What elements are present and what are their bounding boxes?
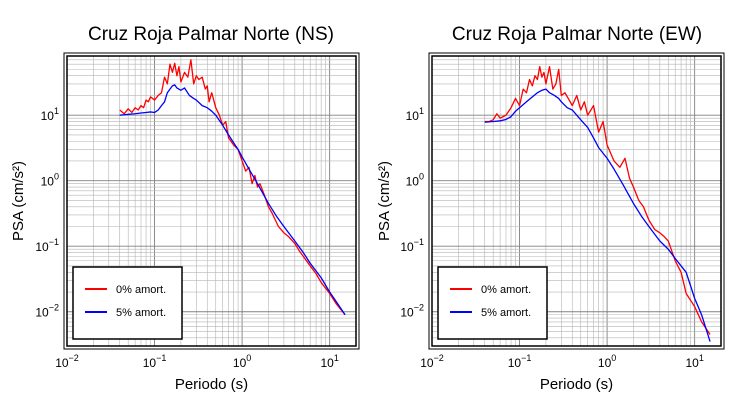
legend-box bbox=[437, 266, 548, 340]
x-axis-label: Periodo (s) bbox=[540, 376, 613, 393]
plot-frame bbox=[431, 55, 722, 347]
plot-frame-outer bbox=[428, 52, 725, 350]
x-tick-label: 100 bbox=[233, 353, 251, 370]
y-axis-label: PSA (cm/s²) bbox=[10, 161, 27, 241]
chart-title: Cruz Roja Palmar Norte (NS) bbox=[88, 24, 334, 45]
y-tick-label: 10−1 bbox=[35, 237, 59, 254]
chart-panel-1: 10−2 10−1 100 101 10−2 10−1 100 101 Cruz Roja Pa… bbox=[10, 24, 360, 393]
y-tick-label: 101 bbox=[406, 106, 424, 123]
legend-label: 0% amort. bbox=[116, 284, 166, 296]
x-tick-label: 101 bbox=[685, 353, 703, 370]
legend-box bbox=[72, 266, 183, 340]
x-tick-label: 10−1 bbox=[508, 353, 532, 370]
y-tick-label: 10−2 bbox=[400, 303, 424, 320]
series-line-damped bbox=[484, 88, 711, 342]
legend-label: 5% amort. bbox=[116, 307, 166, 319]
legend: 0% amort. 5% amort. bbox=[437, 266, 548, 340]
y-tick-label: 10−2 bbox=[35, 303, 59, 320]
series-line-undamped bbox=[119, 59, 346, 316]
series-line-undamped bbox=[484, 66, 711, 335]
plot-frame-outer bbox=[63, 52, 360, 350]
legend-label: 5% amort. bbox=[481, 307, 531, 319]
x-tick-label: 10−2 bbox=[420, 353, 444, 370]
x-tick-label: 101 bbox=[320, 353, 338, 370]
series-line-damped bbox=[119, 84, 346, 316]
y-tick-label: 10−1 bbox=[400, 237, 424, 254]
legend: 0% amort. 5% amort. bbox=[72, 266, 183, 340]
y-tick-label: 100 bbox=[41, 172, 59, 189]
x-tick-label: 10−2 bbox=[55, 353, 79, 370]
plot-frame bbox=[66, 55, 357, 347]
y-tick-label: 101 bbox=[41, 106, 59, 123]
x-axis-label: Periodo (s) bbox=[175, 376, 248, 393]
gridlines bbox=[431, 55, 722, 347]
y-tick-label: 100 bbox=[406, 172, 424, 189]
chart-title: Cruz Roja Palmar Norte (EW) bbox=[452, 24, 702, 45]
legend-label: 0% amort. bbox=[481, 284, 531, 296]
x-tick-label: 10−1 bbox=[143, 353, 167, 370]
y-axis-label: PSA (cm/s²) bbox=[376, 161, 393, 241]
chart-panel-2: 10−2 10−1 100 101 10−2 10−1 100 101 Cruz Roja Pa… bbox=[376, 24, 725, 393]
x-tick-label: 100 bbox=[598, 353, 616, 370]
